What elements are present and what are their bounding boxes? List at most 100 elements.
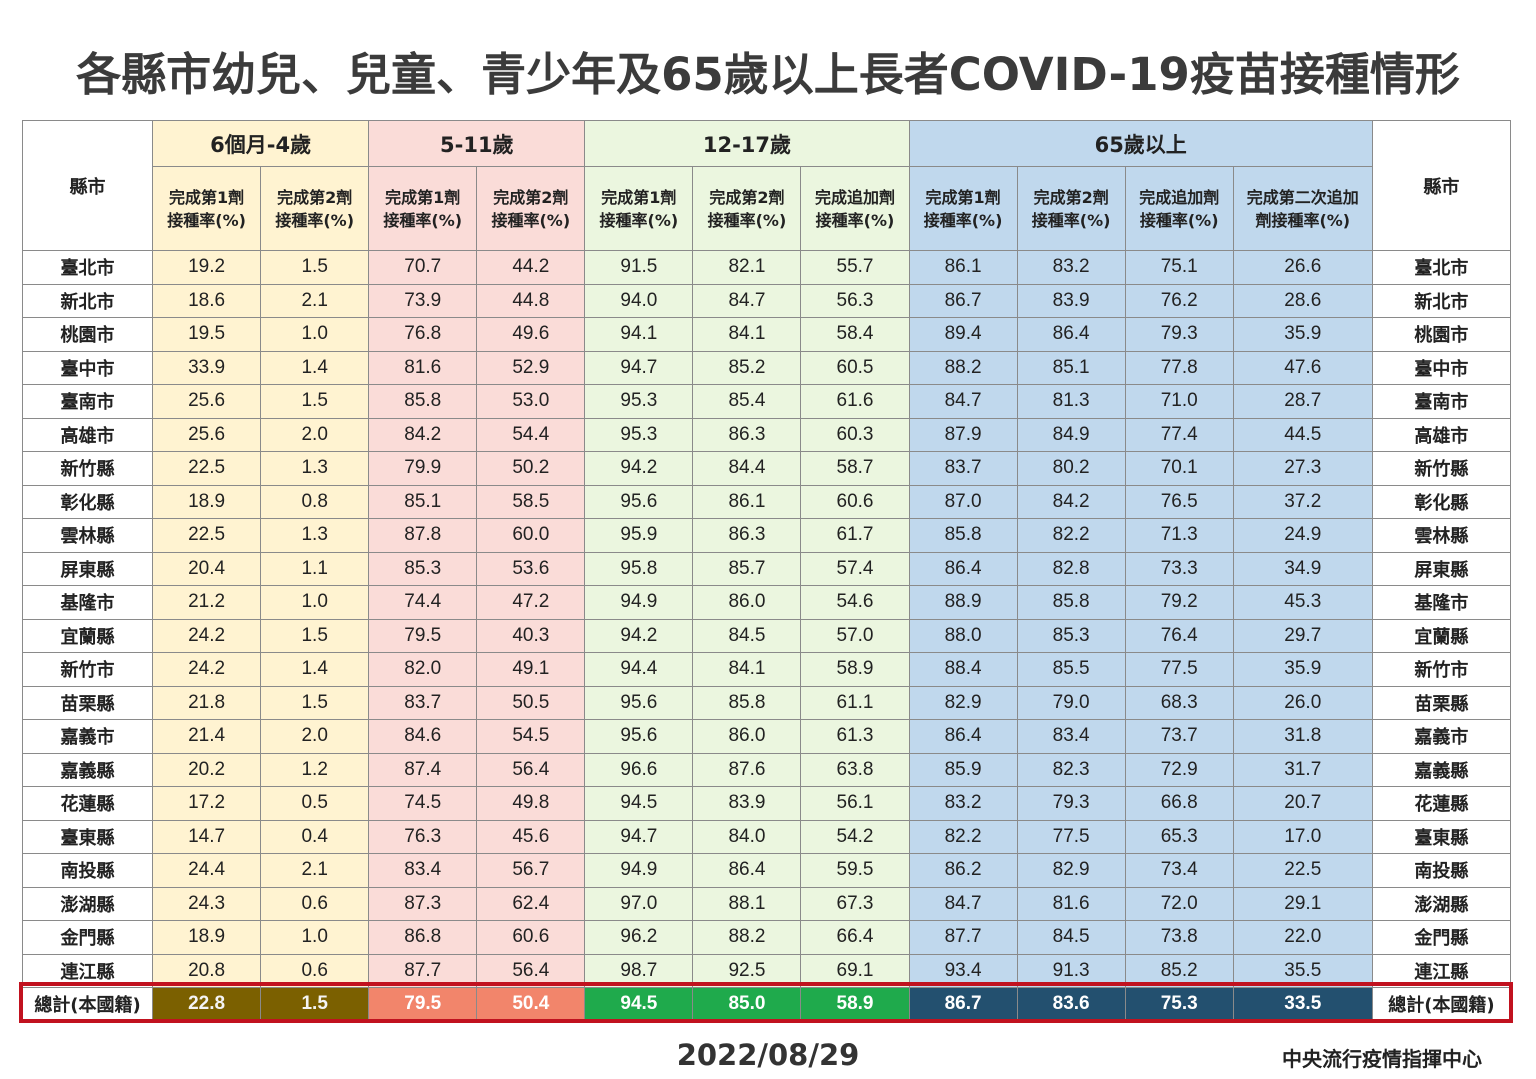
rate-cell: 0.4 (260, 819, 370, 854)
county-name-right: 桃園市 (1371, 317, 1512, 352)
rate-cell: 1.3 (260, 451, 370, 486)
rate-cell: 44.5 (1232, 417, 1373, 452)
table-row: 臺東縣 14.7 0.4 76.3 45.6 94.7 84.0 54.2 82.2 77.5 65… (21, 819, 1512, 854)
rate-cell: 83.4 (368, 853, 478, 888)
rate-cell: 28.6 (1232, 283, 1373, 318)
rate-cell: 85.1 (368, 484, 478, 519)
rate-cell: 85.8 (692, 685, 802, 720)
rate-cell: 24.4 (152, 853, 262, 888)
rate-cell: 63.8 (800, 752, 910, 787)
rate-cell: 0.8 (260, 484, 370, 519)
rate-cell: 31.8 (1232, 719, 1373, 754)
county-name-right: 苗栗縣 (1371, 685, 1512, 720)
rate-cell: 76.3 (368, 819, 478, 854)
rate-cell: 1.5 (260, 685, 370, 720)
rate-cell: 18.6 (152, 283, 262, 318)
rate-cell: 58.4 (800, 317, 910, 352)
rate-cell: 59.5 (800, 853, 910, 888)
rate-cell: 61.1 (800, 685, 910, 720)
col-header: 完成第二次追加 劑接種率(%) (1232, 166, 1373, 251)
rate-cell: 56.7 (476, 853, 586, 888)
total-row: 總計(本國籍) 22.8 1.5 79.5 50.4 94.5 85.0 58.9 86.7 83… (21, 987, 1512, 1021)
rate-cell: 82.9 (1016, 853, 1126, 888)
rate-cell: 58.5 (476, 484, 586, 519)
rate-cell: 84.0 (692, 819, 802, 854)
col-header: 完成第1劑 接種率(%) (368, 166, 478, 251)
rate-cell: 57.0 (800, 618, 910, 653)
rate-cell: 88.1 (692, 886, 802, 921)
rate-cell: 95.8 (584, 551, 694, 586)
rate-cell: 75.1 (1124, 250, 1234, 285)
col-header: 完成追加劑 接種率(%) (800, 166, 910, 251)
rate-cell: 77.5 (1016, 819, 1126, 854)
rate-cell: 81.3 (1016, 384, 1126, 419)
rate-cell: 22.5 (152, 518, 262, 553)
rate-cell: 91.3 (1016, 953, 1126, 988)
table-row: 新北市 18.6 2.1 73.9 44.8 94.0 84.7 56.3 86.7 83.9 76… (21, 283, 1512, 318)
county-name-right: 新北市 (1371, 283, 1512, 318)
rate-cell: 60.5 (800, 350, 910, 385)
col-header: 完成第2劑 接種率(%) (260, 166, 370, 251)
rate-cell: 21.2 (152, 585, 262, 620)
table-row: 嘉義縣 20.2 1.2 87.4 56.4 96.6 87.6 63.8 85.9 82.3 72… (21, 752, 1512, 787)
rate-cell: 85.8 (1016, 585, 1126, 620)
table-row: 嘉義市 21.4 2.0 84.6 54.5 95.6 86.0 61.3 86.4 83.4 73… (21, 719, 1512, 754)
county-name-left: 彰化縣 (21, 484, 154, 519)
rate-cell: 94.5 (584, 786, 694, 821)
rate-cell: 79.5 (368, 618, 478, 653)
rate-cell: 0.6 (260, 886, 370, 921)
rate-cell: 72.9 (1124, 752, 1234, 787)
rate-cell: 77.5 (1124, 652, 1234, 687)
rate-cell: 79.3 (1124, 317, 1234, 352)
rate-cell: 79.3 (1016, 786, 1126, 821)
rate-cell: 20.8 (152, 953, 262, 988)
rate-cell: 87.9 (908, 417, 1018, 452)
rate-cell: 24.2 (152, 652, 262, 687)
rate-cell: 24.3 (152, 886, 262, 921)
rate-cell: 20.4 (152, 551, 262, 586)
county-name-right: 高雄市 (1371, 417, 1512, 452)
county-name-right: 臺東縣 (1371, 819, 1512, 854)
rate-cell: 95.6 (584, 719, 694, 754)
group-header-infant: 6個月-4歲 (152, 120, 370, 167)
rate-cell: 76.5 (1124, 484, 1234, 519)
rate-cell: 85.4 (692, 384, 802, 419)
rate-cell: 26.0 (1232, 685, 1373, 720)
rate-cell: 14.7 (152, 819, 262, 854)
rate-cell: 73.3 (1124, 551, 1234, 586)
table-body: 臺北市 19.2 1.5 70.7 44.2 91.5 82.1 55.7 86.1 83.2 75… (21, 250, 1512, 1021)
county-name-left: 臺南市 (21, 384, 154, 419)
total-rate-cell: 50.4 (476, 987, 586, 1021)
total-rate-cell: 75.3 (1124, 987, 1234, 1021)
rate-cell: 94.2 (584, 451, 694, 486)
rate-cell: 87.4 (368, 752, 478, 787)
rate-cell: 17.2 (152, 786, 262, 821)
rate-cell: 82.2 (1016, 518, 1126, 553)
rate-cell: 73.4 (1124, 853, 1234, 888)
rate-cell: 85.2 (1124, 953, 1234, 988)
rate-cell: 66.8 (1124, 786, 1234, 821)
rate-cell: 0.6 (260, 953, 370, 988)
rate-cell: 35.5 (1232, 953, 1373, 988)
rate-cell: 86.0 (692, 585, 802, 620)
rate-cell: 87.3 (368, 886, 478, 921)
rate-cell: 2.0 (260, 719, 370, 754)
rate-cell: 77.8 (1124, 350, 1234, 385)
county-name-right: 連江縣 (1371, 953, 1512, 988)
group-header-elderly: 65歲以上 (908, 120, 1373, 167)
county-name-left: 臺中市 (21, 350, 154, 385)
rate-cell: 86.8 (368, 920, 478, 955)
county-name-left: 新竹市 (21, 652, 154, 687)
rate-cell: 96.6 (584, 752, 694, 787)
county-name-left: 雲林縣 (21, 518, 154, 553)
rate-cell: 94.7 (584, 350, 694, 385)
rate-cell: 94.4 (584, 652, 694, 687)
rate-cell: 97.0 (584, 886, 694, 921)
rate-cell: 45.6 (476, 819, 586, 854)
rate-cell: 83.9 (1016, 283, 1126, 318)
rate-cell: 47.2 (476, 585, 586, 620)
rate-cell: 86.1 (908, 250, 1018, 285)
rate-cell: 84.9 (1016, 417, 1126, 452)
county-name-right: 臺北市 (1371, 250, 1512, 285)
county-name-left: 苗栗縣 (21, 685, 154, 720)
